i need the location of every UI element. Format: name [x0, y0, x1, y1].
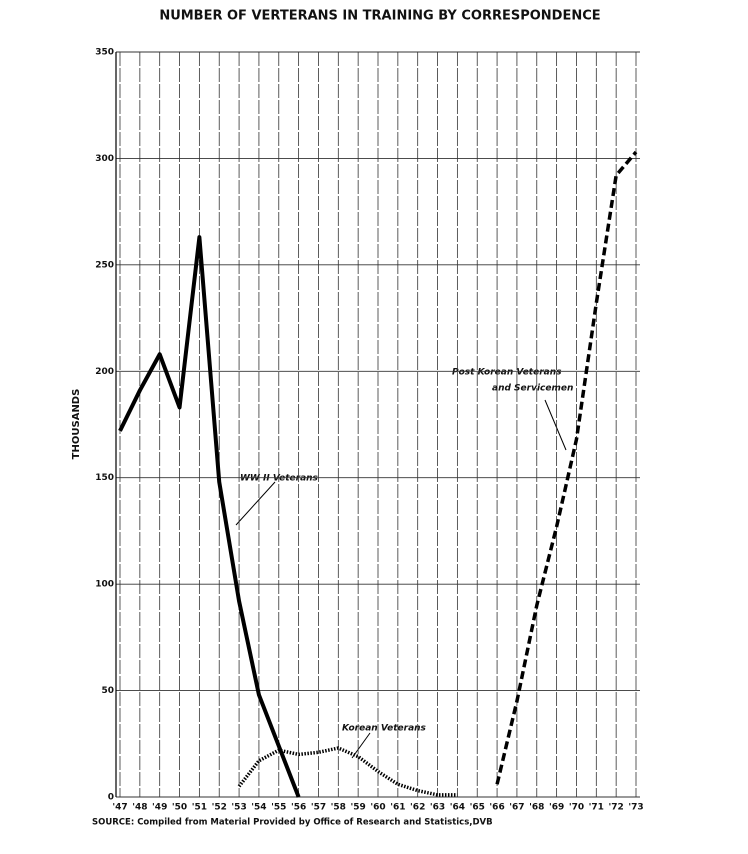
x-tick-label: '67 [509, 803, 524, 813]
arrow [235, 481, 276, 526]
x-tick-label: '51 [192, 803, 207, 813]
x-tick-label: '62 [410, 803, 425, 813]
y-tick-label: 350 [95, 48, 114, 58]
x-tick-label: '55 [271, 803, 286, 813]
x-tick-label: '56 [291, 803, 306, 813]
x-tick-label: '72 [609, 803, 624, 813]
arrow [544, 399, 567, 451]
data-line [118, 235, 301, 798]
x-tick-label: '54 [251, 803, 266, 813]
x-tick-label: '63 [430, 803, 445, 813]
annotation: Post Korean Veterans [452, 368, 562, 378]
data-line [495, 150, 638, 785]
x-tick-label: '68 [529, 803, 544, 813]
x-tick-label: '57 [311, 803, 326, 813]
x-tick-label: '59 [351, 803, 366, 813]
x-tick-label: '49 [152, 803, 167, 813]
y-tick-label: 150 [95, 473, 114, 483]
y-tick-label: 50 [101, 686, 114, 696]
x-tick-label: '73 [628, 803, 643, 813]
grid [116, 51, 640, 798]
x-tick-label: '69 [549, 803, 564, 813]
y-tick-label: 100 [95, 580, 114, 590]
y-tick-label: 200 [95, 367, 114, 377]
x-tick-label: '50 [172, 803, 187, 813]
y-tick-label: 300 [95, 154, 114, 164]
annotation: WW II Veterans [240, 474, 319, 484]
x-tick-label: '64 [450, 803, 465, 813]
x-tick-label: '60 [370, 803, 385, 813]
annotation: and Servicemen [492, 384, 573, 394]
x-tick-label: '71 [589, 803, 604, 813]
x-tick-label: '53 [231, 803, 246, 813]
x-tick-label: '58 [331, 803, 346, 813]
x-tick-label: '65 [470, 803, 485, 813]
x-tick-label: '70 [569, 803, 584, 813]
x-tick-label: '52 [212, 803, 227, 813]
x-tick-label: '61 [390, 803, 405, 813]
x-tick-label: '66 [489, 803, 504, 813]
y-tick-label: 0 [108, 793, 114, 803]
chart-title: NUMBER OF VERTERANS IN TRAINING BY CORRE… [159, 9, 600, 24]
data-line [237, 746, 458, 797]
annotation: Korean Veterans [342, 724, 427, 734]
x-tick-label: '48 [132, 803, 147, 813]
annotation-arrows [235, 399, 567, 759]
y-axis-label: THOUSANDS [71, 389, 82, 460]
y-tick-label: 250 [95, 260, 114, 270]
source-note: SOURCE: Compiled from Material Provided … [92, 818, 493, 828]
x-tick-label: '47 [112, 803, 127, 813]
